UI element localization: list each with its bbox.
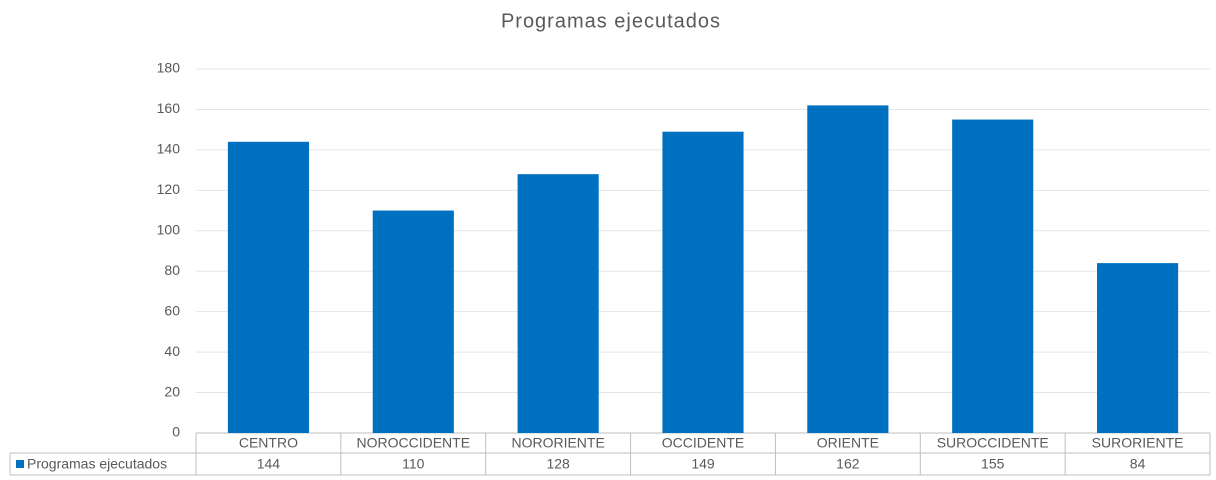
table-value: 155 <box>981 456 1005 472</box>
table-value: 149 <box>691 456 715 472</box>
y-tick-label: 60 <box>164 302 180 318</box>
x-tick-label: SURORIENTE <box>1092 435 1184 451</box>
table-value: 162 <box>836 456 860 472</box>
x-tick-label: OCCIDENTE <box>662 435 744 451</box>
bar <box>517 174 599 433</box>
y-tick-label: 100 <box>157 221 181 237</box>
y-tick-label: 80 <box>164 262 180 278</box>
table-value: 110 <box>402 456 425 472</box>
table-value: 128 <box>546 456 570 472</box>
y-tick-label: 140 <box>157 141 181 157</box>
table-value: 144 <box>257 456 281 472</box>
x-tick-label: NOROCCIDENTE <box>357 435 471 451</box>
bar <box>807 105 889 434</box>
bar <box>952 119 1034 434</box>
y-tick-label: 0 <box>172 424 180 440</box>
x-tick-label: NORORIENTE <box>511 435 604 451</box>
legend-swatch <box>16 460 24 468</box>
y-tick-label: 120 <box>157 181 181 197</box>
y-tick-label: 20 <box>164 383 180 399</box>
legend-label: Programas ejecutados <box>27 456 167 472</box>
x-tick-label: CENTRO <box>239 435 298 451</box>
bar <box>227 141 309 434</box>
y-tick-label: 40 <box>164 343 180 359</box>
table-value: 84 <box>1130 456 1146 472</box>
y-tick-label: 180 <box>157 60 181 76</box>
bar <box>372 210 454 433</box>
x-tick-label: SUROCCIDENTE <box>937 435 1049 451</box>
bar <box>1097 263 1179 433</box>
x-tick-label: ORIENTE <box>817 435 879 451</box>
y-tick-label: 160 <box>157 100 181 116</box>
bar <box>662 131 744 433</box>
chart-title: Programas ejecutados <box>501 10 721 32</box>
